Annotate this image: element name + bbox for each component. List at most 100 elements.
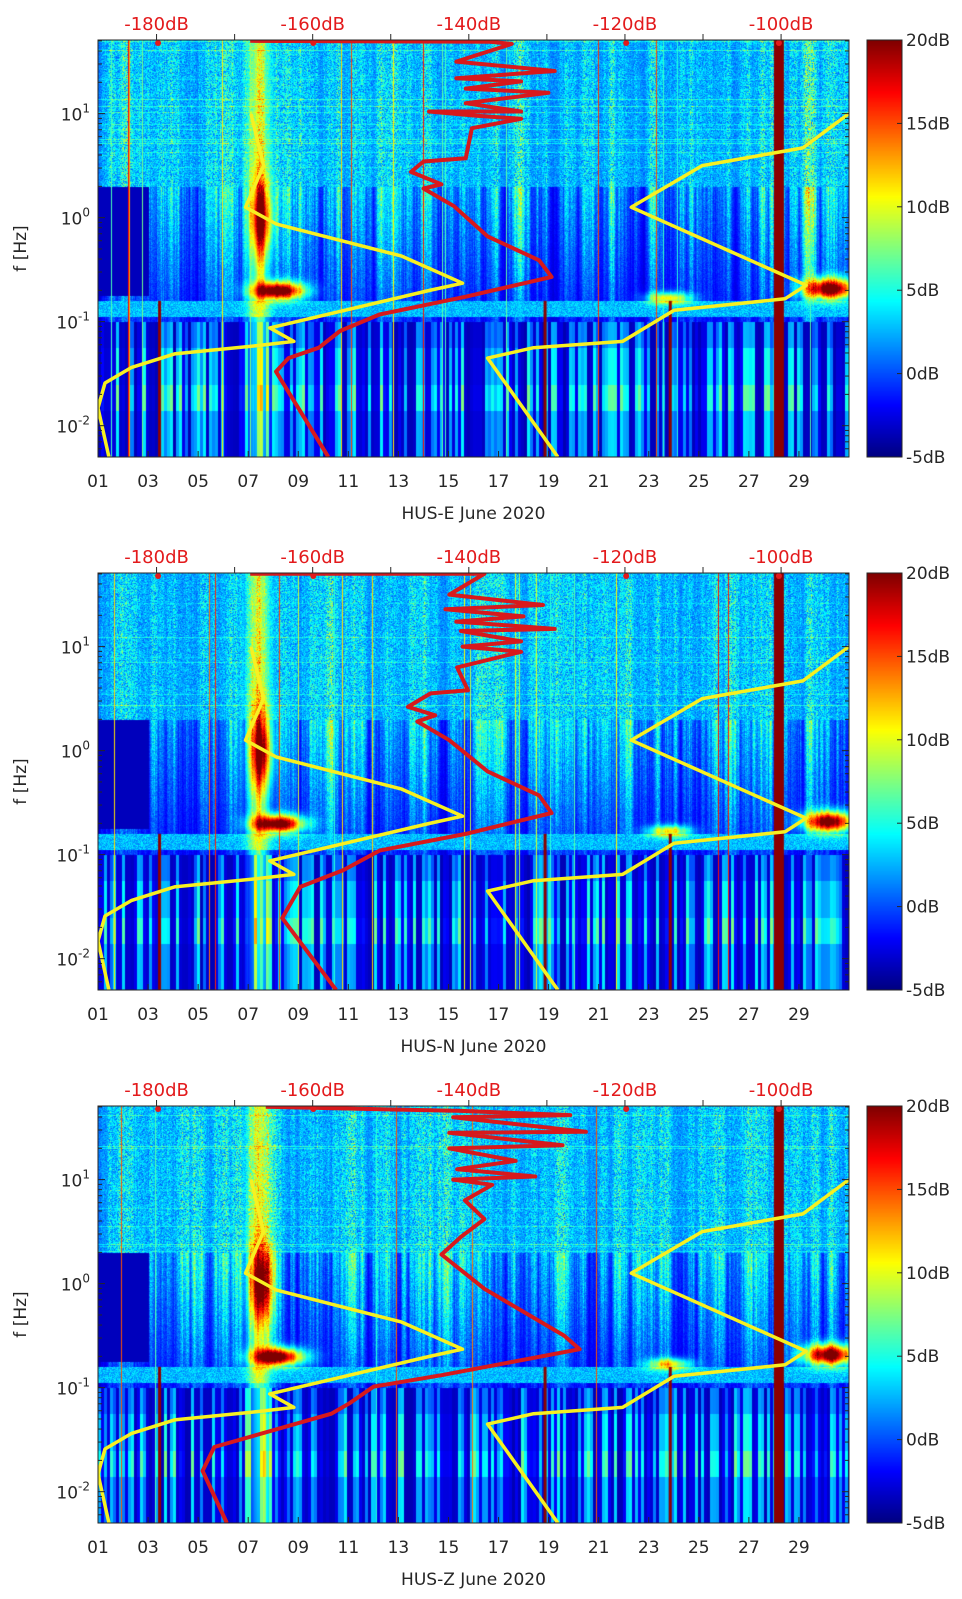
y-tick-base: 10 (56, 314, 78, 334)
y-tick-exponent: -1 (78, 1376, 90, 1390)
top-marker (775, 40, 782, 46)
y-tick-base: 10 (61, 106, 83, 126)
x-tick-label: 17 (488, 1538, 510, 1558)
x-tick-label: 25 (688, 472, 710, 492)
colorbar-tick-label: 20dB (906, 1097, 950, 1117)
colorbar-frame (866, 1105, 903, 1524)
colorbar-tick-label: -5dB (906, 448, 945, 468)
y-tick-exponent: 1 (82, 1168, 90, 1182)
x-tick-label: 13 (388, 472, 410, 492)
top-marker (155, 573, 162, 579)
x-tick-label: 09 (287, 472, 309, 492)
x-tick-label: 23 (638, 1005, 660, 1025)
y-tick-label: 10-1 (56, 1376, 90, 1400)
top-marker (623, 40, 630, 46)
x-tick-label: 29 (788, 1538, 810, 1558)
x-axis-title: HUS-E June 2020 (402, 504, 546, 524)
top-axis-tick-label: -140dB (436, 14, 501, 35)
x-tick-label: 03 (137, 1005, 159, 1025)
y-tick-exponent: 1 (82, 635, 90, 649)
colorbar-tick-label: 15dB (906, 114, 950, 134)
y-tick-label: 100 (61, 206, 90, 230)
top-marker (155, 40, 162, 46)
y-tick-base: 10 (56, 1380, 78, 1400)
x-tick-label: 01 (87, 1005, 109, 1025)
top-marker (623, 1106, 630, 1112)
x-tick-label: 29 (788, 1005, 810, 1025)
y-tick-label: 100 (61, 1272, 90, 1296)
y-tick-base: 10 (56, 847, 78, 867)
y-tick-base: 10 (61, 743, 83, 763)
y-tick-exponent: 0 (82, 1272, 90, 1286)
y-tick-label: 100 (61, 739, 90, 763)
x-tick-label: 21 (588, 1005, 610, 1025)
series-line-high-noise-model (485, 112, 849, 457)
x-tick-label: 17 (488, 1005, 510, 1025)
series-line-low-noise-model (98, 646, 465, 990)
y-tick-label: 10-1 (56, 310, 90, 334)
x-tick-label: 03 (137, 472, 159, 492)
x-tick-label: 15 (438, 1005, 460, 1025)
colorbar (867, 573, 902, 990)
top-axis-tick-label: -120dB (593, 1080, 658, 1101)
y-axis-title: f [Hz] (11, 758, 31, 804)
y-tick-label: 10-2 (56, 947, 90, 971)
colorbar-tick-label: 10dB (906, 198, 950, 218)
y-tick-exponent: -1 (78, 310, 90, 324)
top-marker (155, 1106, 162, 1112)
x-tick-label: 01 (87, 1538, 109, 1558)
x-tick-label: 07 (237, 1538, 259, 1558)
series-line-station-PSD (250, 40, 557, 457)
top-axis-tick-label: -100dB (749, 14, 814, 35)
x-tick-label: 09 (287, 1538, 309, 1558)
colorbar-tick-label: 20dB (906, 31, 950, 51)
y-tick-base: 10 (61, 210, 83, 230)
y-tick-base: 10 (61, 639, 83, 659)
series-line-low-noise-model (98, 113, 465, 457)
y-tick-exponent: 0 (82, 206, 90, 220)
x-tick-label: 05 (187, 1005, 209, 1025)
colorbar-tick-label: 5dB (906, 1347, 939, 1367)
colorbar-tick-label: 20dB (906, 564, 950, 584)
top-marker (623, 573, 630, 579)
colorbar-tick-label: 0dB (906, 1431, 939, 1451)
x-tick-label: 17 (488, 472, 510, 492)
x-tick-label: 11 (338, 1538, 360, 1558)
x-tick-label: 27 (738, 1005, 760, 1025)
top-axis-tick-label: -120dB (593, 14, 658, 35)
x-tick-label: 05 (187, 472, 209, 492)
x-tick-label: 25 (688, 1005, 710, 1025)
series-line-station-PSD (250, 573, 557, 990)
top-axis-tick-label: -180dB (124, 1080, 189, 1101)
y-tick-base: 10 (61, 1172, 83, 1192)
y-tick-label: 10-2 (56, 414, 90, 438)
y-tick-base: 10 (56, 418, 78, 438)
y-tick-exponent: 1 (82, 102, 90, 116)
y-tick-exponent: 0 (82, 739, 90, 753)
top-axis-tick-label: -140dB (436, 1080, 501, 1101)
x-tick-label: 29 (788, 472, 810, 492)
x-tick-label: 23 (638, 1538, 660, 1558)
colorbar-tick-label: 5dB (906, 281, 939, 301)
x-tick-label: 25 (688, 1538, 710, 1558)
top-axis-tick-label: -160dB (280, 547, 345, 568)
y-tick-label: 101 (61, 635, 90, 659)
x-axis-title: HUS-N June 2020 (401, 1037, 547, 1057)
y-axis-title: f [Hz] (11, 225, 31, 271)
top-marker (775, 573, 782, 579)
x-tick-label: 15 (438, 1538, 460, 1558)
series-line-low-noise-model (98, 1179, 465, 1523)
x-tick-label: 09 (287, 1005, 309, 1025)
colorbar-tick-label: 15dB (906, 647, 950, 667)
x-tick-label: 21 (588, 1538, 610, 1558)
top-axis-tick-label: -180dB (124, 14, 189, 35)
top-axis-tick-label: -120dB (593, 547, 658, 568)
y-tick-exponent: -2 (78, 414, 90, 428)
colorbar (867, 1106, 902, 1523)
x-tick-label: 03 (137, 1538, 159, 1558)
top-marker (310, 573, 317, 579)
x-tick-label: 19 (538, 1538, 560, 1558)
